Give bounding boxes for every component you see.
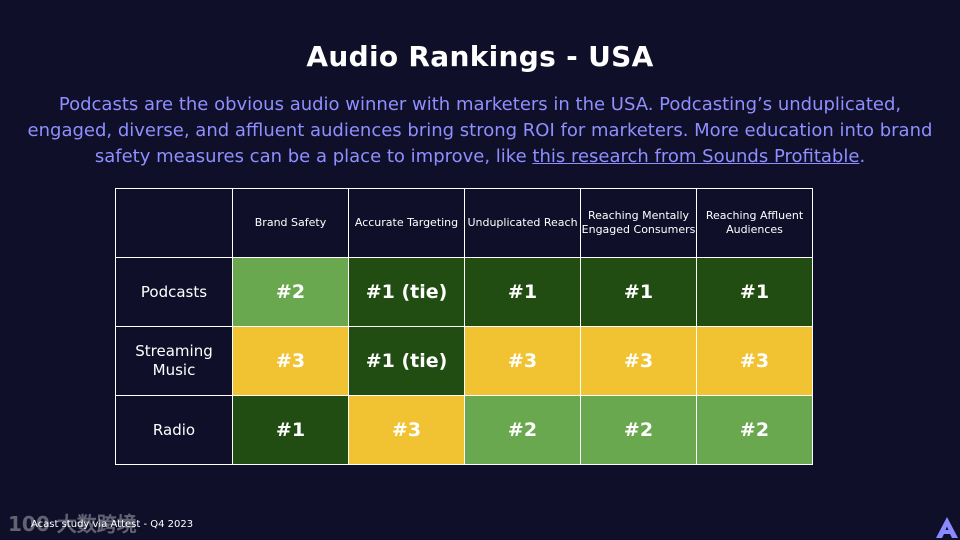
table-corner-cell (115, 188, 233, 258)
rank-cell: #1 (tie) (348, 257, 465, 327)
rank-cell: #1 (696, 257, 813, 327)
watermark: 100 大数跨境 (8, 512, 137, 536)
column-header: Accurate Targeting (348, 188, 465, 258)
rank-cell: #2 (232, 257, 349, 327)
rank-cell: #1 (464, 257, 581, 327)
intro-text: Podcasts are the obvious audio winner wi… (27, 94, 933, 167)
column-header: Brand Safety (232, 188, 349, 258)
rank-cell: #2 (580, 395, 697, 465)
intro-paragraph: Podcasts are the obvious audio winner wi… (26, 92, 934, 170)
rank-cell: #3 (232, 326, 349, 396)
column-header: Reaching Mentally Engaged Consumers (580, 188, 697, 258)
rank-cell: #1 (232, 395, 349, 465)
rank-cell: #3 (348, 395, 465, 465)
table-row: Radio #1 #3 #2 #2 #2 (115, 395, 813, 465)
rank-cell: #1 (tie) (348, 326, 465, 396)
footer-source: Acast study via Attest - Q4 2023 (31, 519, 194, 530)
logo-shape (936, 517, 958, 538)
acast-logo-icon (936, 517, 958, 538)
rank-cell: #3 (696, 326, 813, 396)
table-header-row: Brand Safety Accurate Targeting Unduplic… (115, 188, 813, 258)
rankings-table: Brand Safety Accurate Targeting Unduplic… (115, 188, 813, 465)
table-row: Podcasts #2 #1 (tie) #1 #1 #1 (115, 257, 813, 327)
row-label: Radio (115, 395, 233, 465)
row-label: Streaming Music (115, 326, 233, 396)
rank-cell: #2 (464, 395, 581, 465)
rank-cell: #3 (580, 326, 697, 396)
column-header: Unduplicated Reach (464, 188, 581, 258)
research-link[interactable]: this research from Sounds Profitable (532, 146, 860, 167)
intro-end: . (859, 146, 866, 167)
slide-title: Audio Rankings - USA (306, 40, 654, 73)
table-row: Streaming Music #3 #1 (tie) #3 #3 #3 (115, 326, 813, 396)
rank-cell: #1 (580, 257, 697, 327)
rank-cell: #2 (696, 395, 813, 465)
column-header: Reaching Affluent Audiences (696, 188, 813, 258)
row-label: Podcasts (115, 257, 233, 327)
rank-cell: #3 (464, 326, 581, 396)
